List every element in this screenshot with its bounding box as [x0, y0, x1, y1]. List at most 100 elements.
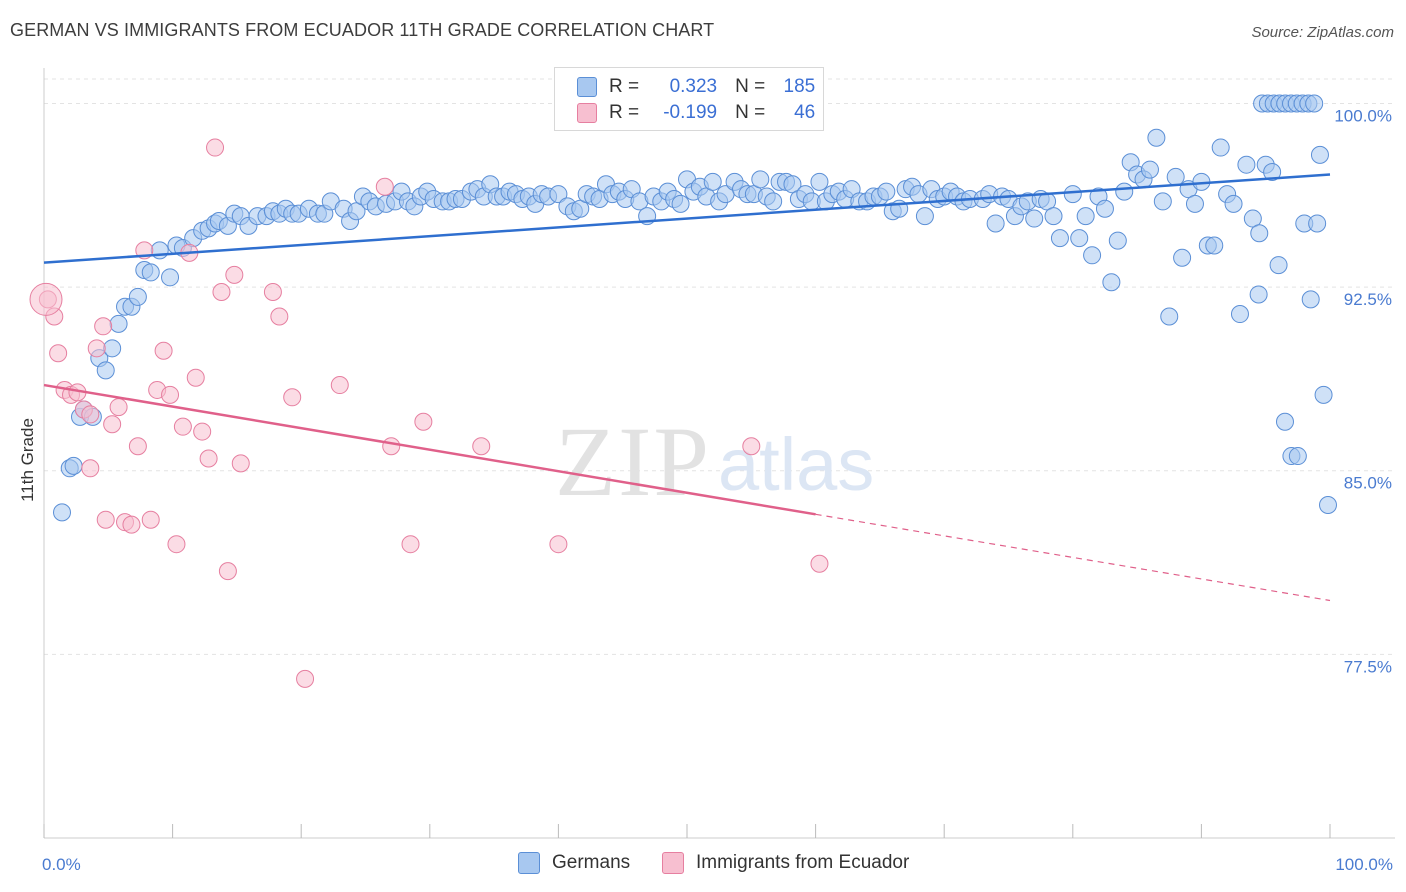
german-point [1153, 192, 1172, 211]
german-point [986, 214, 1005, 233]
legend-n-value-ecuador: 46 [794, 102, 816, 123]
german-point [128, 287, 147, 306]
grid-lines [44, 78, 1395, 655]
ecuador-trend-line-dashed [815, 513, 1331, 602]
german-point [1263, 163, 1282, 182]
ecuador-point [218, 562, 237, 581]
legend-n-label: N = [735, 76, 766, 97]
ecuador-point [103, 415, 122, 434]
german-point [1288, 447, 1307, 466]
watermark-atlas: atlas [718, 423, 874, 506]
ecuador-point [330, 376, 349, 395]
german-point [1310, 145, 1329, 164]
ecuador-point [128, 437, 147, 456]
legend-swatch-ecuador [577, 103, 597, 123]
ecuador-point [122, 515, 141, 534]
ecuador-point [810, 554, 829, 573]
german-point [764, 192, 783, 211]
german-point [703, 172, 722, 191]
ecuador-point [270, 307, 289, 326]
german-point [1140, 160, 1159, 179]
legend-r-label: R = [609, 76, 640, 97]
german-point [1025, 209, 1044, 228]
legend-n-value-germans: 185 [783, 76, 816, 97]
bottom-legend-ecuador: Immigrants from Ecuador [662, 852, 909, 874]
german-point [1160, 307, 1179, 326]
german-point [1269, 256, 1288, 275]
ecuador-point [401, 535, 420, 554]
german-point [1173, 248, 1192, 267]
chart-title: GERMAN VS IMMIGRANTS FROM ECUADOR 11TH G… [10, 20, 715, 40]
trend-lines [43, 173, 1331, 602]
y-tick-label: 77.5% [1344, 657, 1392, 676]
ecuador-point [141, 510, 160, 529]
y-tick-label: 100.0% [1334, 106, 1392, 125]
german-point [1108, 231, 1127, 250]
german-point [1147, 128, 1166, 147]
german-point [1319, 496, 1337, 515]
ecuador-point [382, 437, 401, 456]
legend-r-value-ecuador: -0.199 [663, 102, 718, 123]
ecuador-point [375, 177, 394, 196]
bottom-legend-germans: Germans [518, 852, 630, 874]
ecuador-point [87, 339, 106, 358]
ecuador-point [81, 405, 100, 424]
ecuador-point [96, 510, 115, 529]
ecuador-point [193, 422, 212, 441]
german-point [671, 194, 690, 213]
ecuador-point [742, 437, 761, 456]
german-point [1050, 229, 1069, 248]
german-point [1230, 305, 1249, 324]
ecuador-point [167, 535, 186, 554]
german-point [1314, 385, 1333, 404]
y-tick-label: 85.0% [1344, 474, 1392, 493]
legend-r-value-germans: 0.323 [669, 76, 718, 97]
german-point [549, 185, 568, 204]
ecuador-point [206, 138, 225, 157]
german-point [1237, 155, 1256, 174]
german-point [1166, 167, 1185, 186]
german-point [1102, 273, 1121, 292]
legend-n-label: N = [735, 102, 766, 123]
ecuador-point [154, 341, 173, 360]
german-point [915, 207, 934, 226]
data-points [29, 94, 1337, 688]
watermark: ZIP atlas [555, 406, 874, 517]
y-tick-label: 92.5% [1344, 290, 1392, 309]
german-point [1305, 94, 1324, 113]
ecuador-point [231, 454, 250, 473]
ecuador-point [549, 535, 568, 554]
ecuador-point [225, 265, 244, 284]
german-point [1211, 138, 1230, 157]
german-point [109, 314, 128, 333]
german-point [1185, 194, 1204, 213]
ecuador-point [81, 459, 100, 478]
german-point [1115, 182, 1134, 201]
ecuador-point [161, 385, 180, 404]
german-point [1249, 285, 1268, 304]
ecuador-point [186, 368, 205, 387]
german-point [53, 503, 72, 522]
german-point [751, 170, 770, 189]
source-label: Source: ZipAtlas.com [1251, 24, 1394, 41]
german-point [1205, 236, 1224, 255]
german-point [64, 456, 83, 475]
german-point [1275, 412, 1294, 431]
x-tick-label: 100.0% [1335, 855, 1393, 874]
y-axis-title: 11th Grade [18, 418, 37, 502]
bottom-legend-label-ecuador: Immigrants from Ecuador [696, 852, 910, 873]
ecuador-trend-line [43, 383, 816, 516]
ecuador-point [472, 437, 491, 456]
ecuador-point [173, 417, 192, 436]
german-point [141, 263, 160, 282]
german-point [1224, 194, 1243, 213]
german-point [1250, 224, 1269, 243]
german-point [1083, 246, 1102, 265]
german-point [1070, 229, 1089, 248]
german-point [161, 268, 180, 287]
correlation-legend: R = 0.323 N = 185 R = -0.199 N = 46 [554, 67, 824, 131]
bottom-legend-label-germans: Germans [552, 852, 631, 873]
bottom-legend-swatch-ecuador [662, 852, 684, 874]
german-point [1095, 199, 1114, 218]
